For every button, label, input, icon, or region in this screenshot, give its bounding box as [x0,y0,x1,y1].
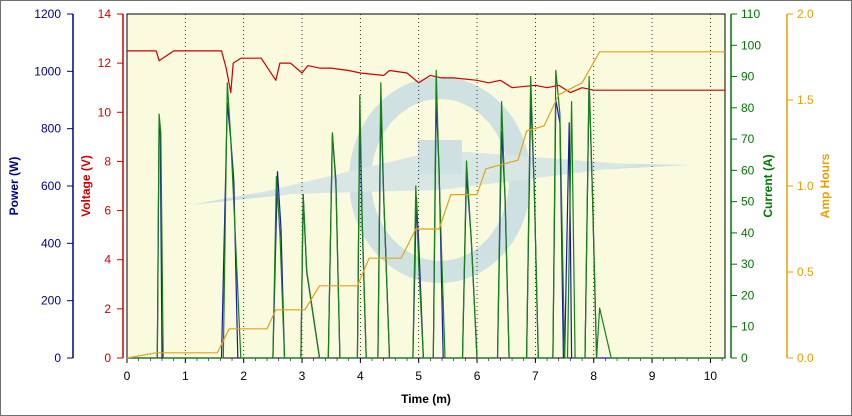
power-tick-label: 1000 [34,64,61,78]
power-tick-label: 200 [41,294,61,308]
power-tick-label: 600 [41,179,61,193]
voltage-tick-label: 14 [98,7,112,21]
x-tick-label: 7 [532,369,539,383]
voltage-tick-label: 10 [98,105,112,119]
x-tick-label: 5 [415,369,422,383]
power-tick-label: 1200 [34,7,61,21]
voltage-tick-label: 6 [104,204,111,218]
x-tick-label: 4 [357,369,364,383]
current-tick-label: 60 [741,163,755,177]
current-tick-label: 110 [741,7,760,21]
voltage-axis-label: Voltage (V) [79,155,93,217]
current-tick-label: 10 [741,320,755,334]
series-voltage [127,50,725,94]
power-tick-label: 0 [54,351,61,365]
voltage-tick-label: 0 [104,351,111,365]
current-tick-label: 40 [741,226,755,240]
x-tick-label: 3 [299,369,306,383]
amphours-tick-label: 1.0 [797,179,814,193]
x-tick-label: 8 [590,369,597,383]
x-axis-label: Time (m) [401,392,451,406]
current-tick-label: 90 [741,70,755,84]
series-current [127,69,725,359]
current-tick-label: 70 [741,132,755,146]
current-tick-label: 100 [741,38,761,52]
x-tick-label: 1 [182,369,189,383]
current-tick-label: 30 [741,257,755,271]
current-tick-label: 50 [741,195,755,209]
current-tick-label: 0 [741,351,748,365]
current-tick-label: 20 [741,288,755,302]
x-tick-label: 0 [124,369,131,383]
power-axis-label: Power (W) [7,157,21,216]
amphours-tick-label: 0.5 [797,265,814,279]
amphours-tick-label: 0.0 [797,351,814,365]
current-axis-label: Current (A) [761,154,775,217]
watermark-logo [190,77,690,283]
voltage-tick-label: 4 [104,253,111,267]
x-tick-label: 6 [474,369,481,383]
series-amphours [126,51,725,359]
amphours-tick-label: 1.5 [797,93,814,107]
voltage-tick-label: 2 [104,302,111,316]
x-tick-label: 2 [240,369,247,383]
power-tick-label: 800 [41,122,61,136]
power-tick-label: 400 [41,236,61,250]
amphours-axis-label: Amp Hours [818,153,832,218]
x-tick-label: 9 [649,369,656,383]
current-tick-label: 80 [741,101,755,115]
amphours-tick-label: 2.0 [797,7,814,21]
voltage-tick-label: 8 [104,154,111,168]
x-tick-label: 10 [704,369,718,383]
voltage-tick-label: 12 [98,56,112,70]
